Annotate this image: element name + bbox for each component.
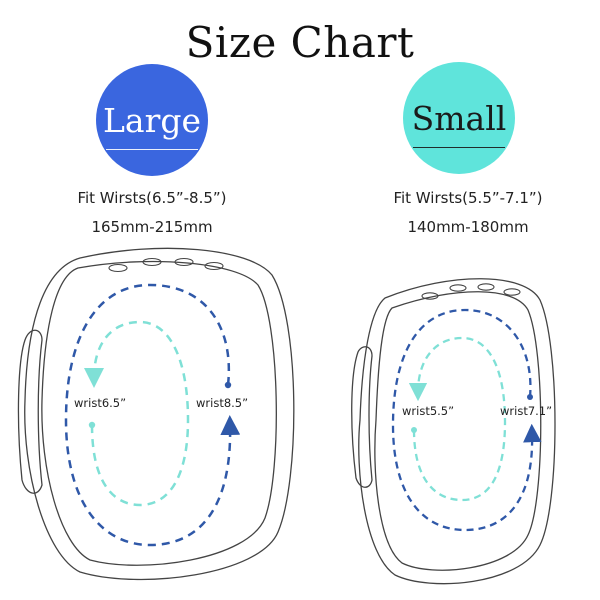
small-outer-start-dot xyxy=(527,394,533,400)
small-size-label: Small xyxy=(411,98,507,138)
large-outer-start-dot xyxy=(224,381,232,389)
large-outer-loop xyxy=(64,283,241,547)
small-band-inner-outline xyxy=(374,291,542,571)
large-mm-range: 165mm-215mm xyxy=(91,218,213,236)
small-badge-underline xyxy=(413,146,505,148)
small-mm-range: 140mm-180mm xyxy=(407,218,529,236)
large-size-label: Large xyxy=(102,100,202,140)
small-band-outer-outline xyxy=(358,278,556,585)
large-size-badge: Large xyxy=(96,64,208,176)
small-fit-range: Fit Wirsts(5.5”-7.1”) xyxy=(393,189,543,207)
small-inner-start-dot xyxy=(411,427,417,433)
small-outer-wrist-label: wrist7.1” xyxy=(500,404,553,418)
large-inner-loop xyxy=(84,320,190,507)
large-band-clasp xyxy=(17,329,43,494)
small-size-badge: Small xyxy=(403,62,515,174)
large-outer-wrist-label: wrist8.5” xyxy=(196,396,249,410)
large-band-inner-outline xyxy=(41,260,277,566)
large-band-outer-outline xyxy=(24,247,295,581)
page-title: Size Chart xyxy=(185,18,415,67)
large-band-holes xyxy=(108,257,224,273)
small-inner-wrist-label: wrist5.5” xyxy=(402,404,455,418)
large-badge-underline xyxy=(106,148,198,150)
small-band-clasp xyxy=(351,346,373,488)
small-band-holes xyxy=(421,283,521,300)
large-fit-range: Fit Wirsts(6.5”-8.5”) xyxy=(77,189,227,207)
small-band-diagram xyxy=(351,278,556,585)
large-inner-wrist-label: wrist6.5” xyxy=(74,396,127,410)
small-outer-loop xyxy=(391,308,542,532)
large-inner-start-dot xyxy=(88,421,96,429)
small-inner-loop xyxy=(408,336,507,502)
large-band-diagram xyxy=(17,247,295,581)
